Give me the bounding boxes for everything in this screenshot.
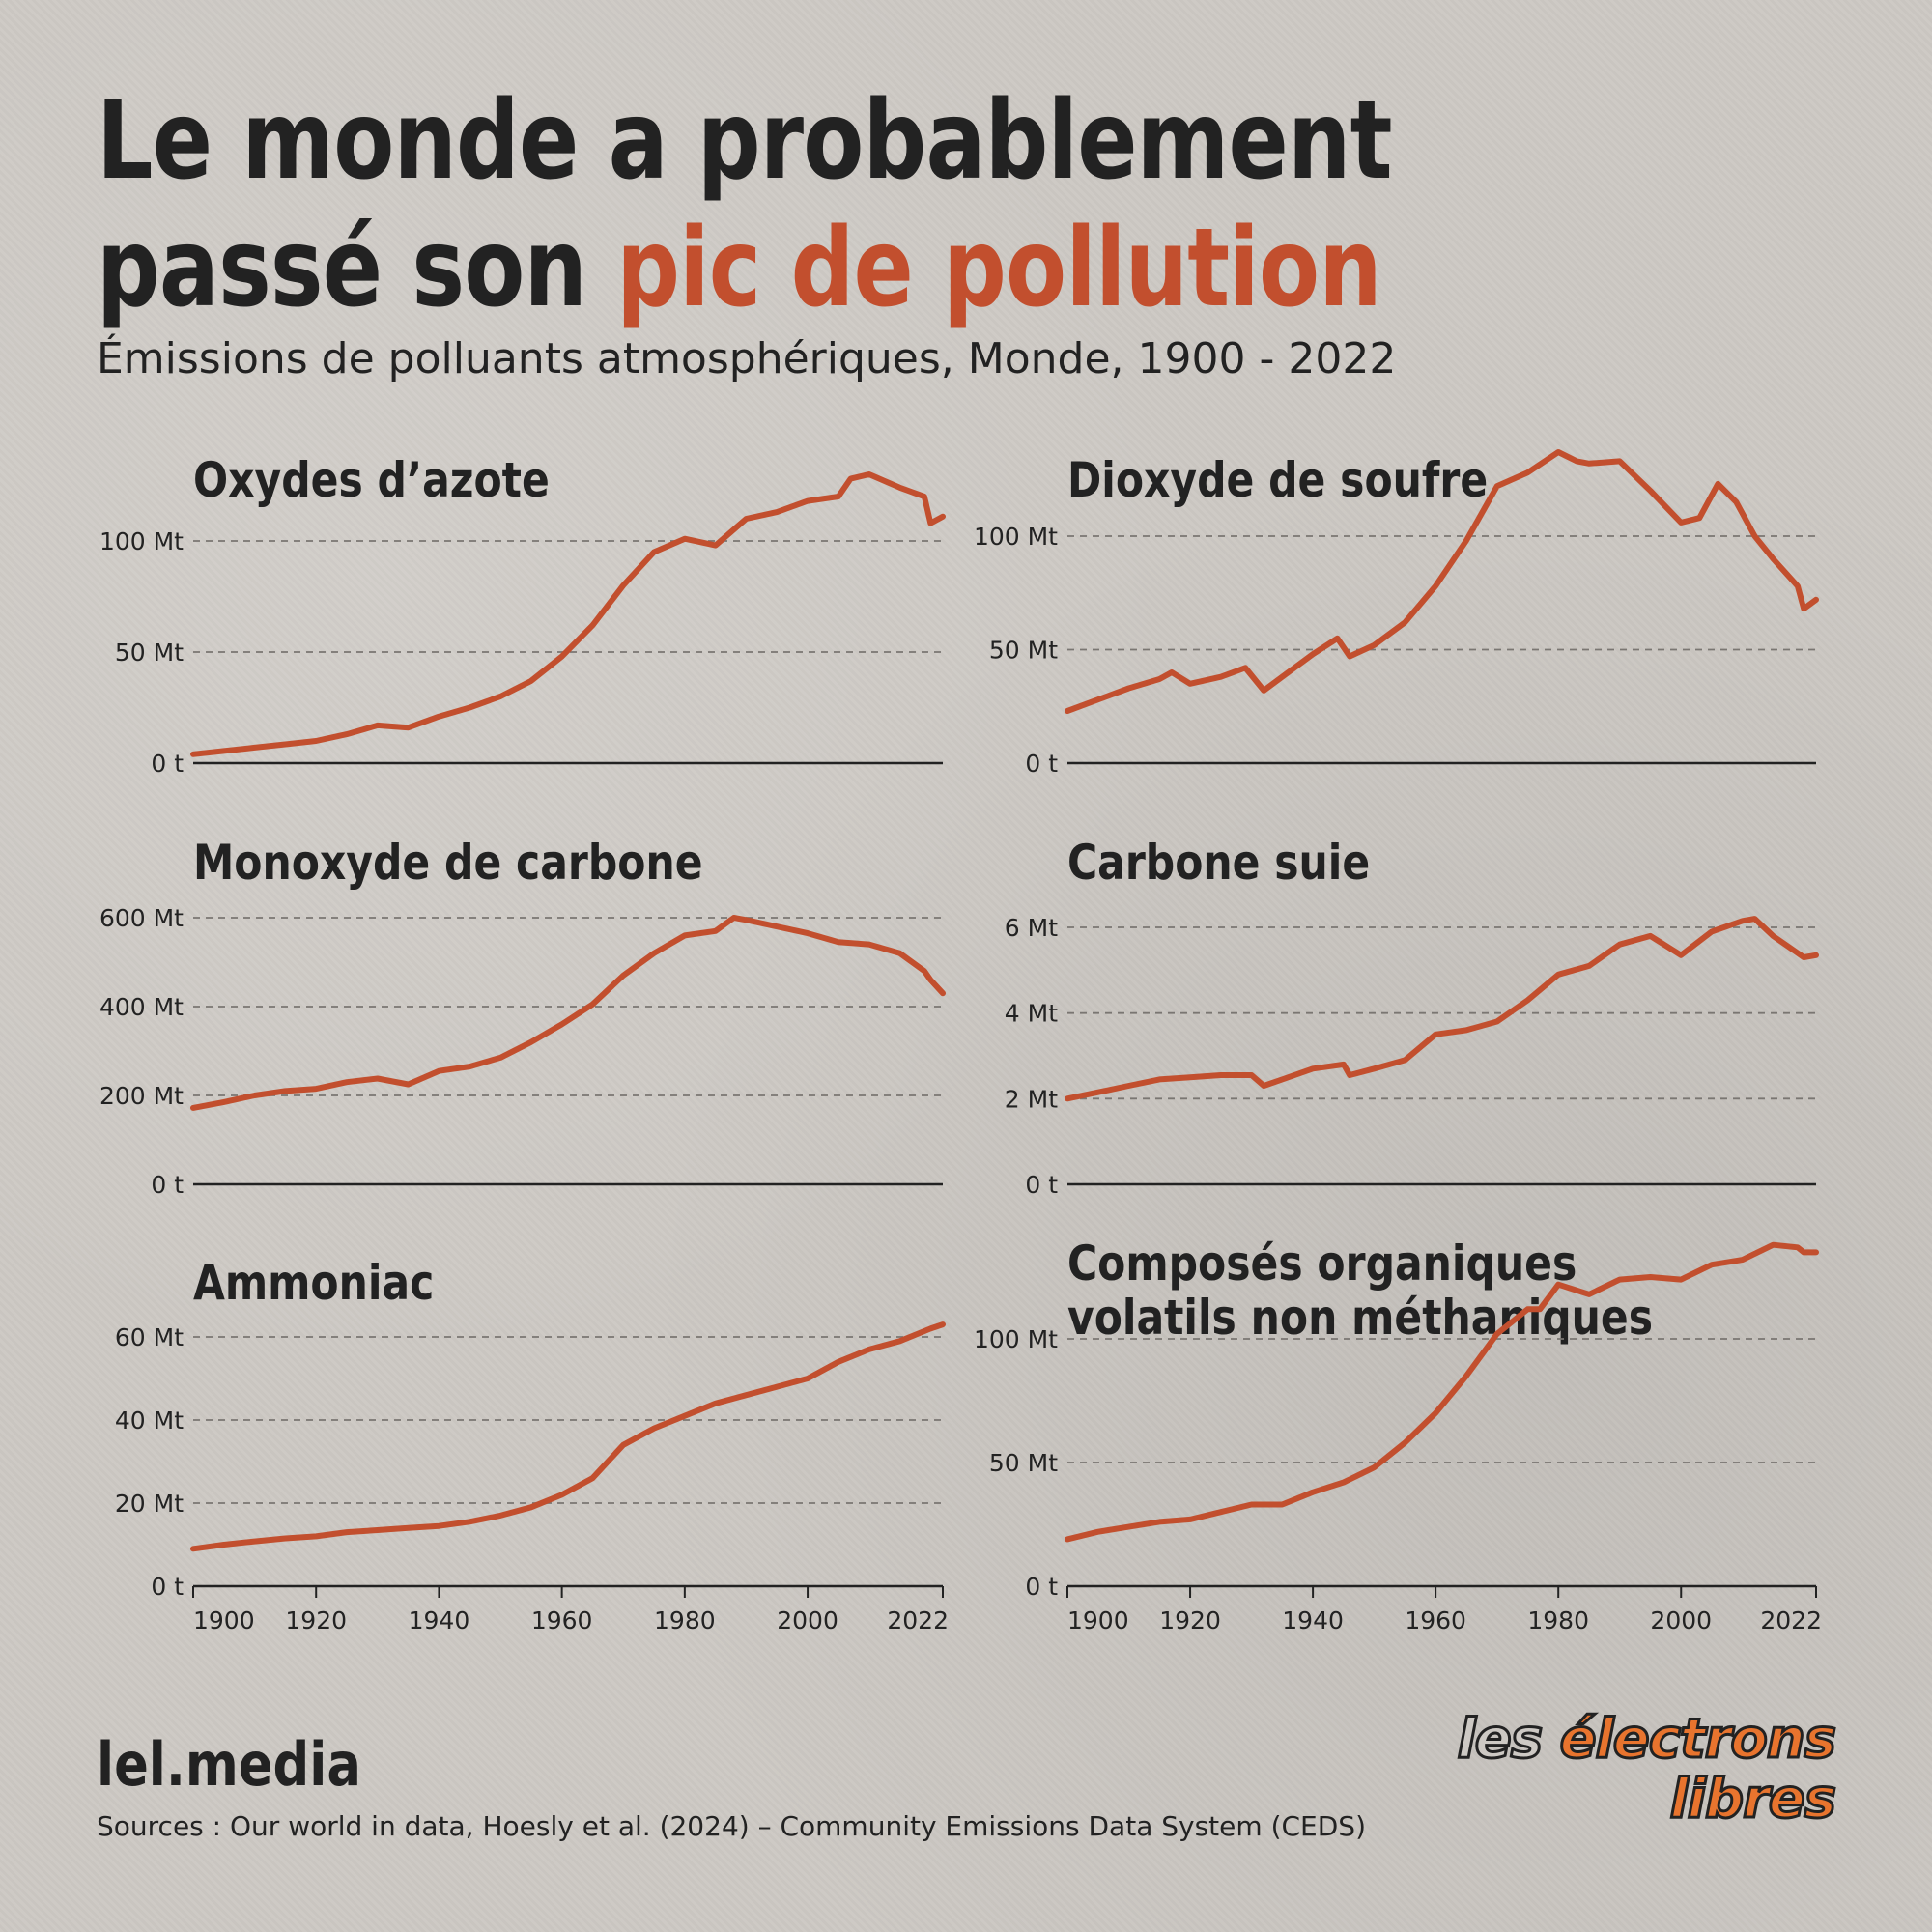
y-tick-label: 40 Mt	[115, 1406, 184, 1435]
series-line	[190, 915, 946, 1111]
series-line	[1065, 1241, 1819, 1543]
chart-title: volatils non méthaniques	[1067, 1290, 1653, 1346]
x-tick-label: 1980	[654, 1606, 716, 1634]
series-line	[1065, 449, 1819, 714]
x-tick-label: 2022	[887, 1606, 949, 1634]
y-tick-label: 0 t	[151, 750, 184, 778]
electrons-libres-logo: les électrons libres	[1456, 1708, 1837, 1831]
y-tick-label: 0 t	[1025, 1573, 1058, 1601]
title-highlight: pic de pollution	[616, 206, 1381, 331]
y-tick-label: 4 Mt	[1005, 1000, 1058, 1028]
x-tick-label: 1920	[1159, 1606, 1221, 1634]
y-tick-label: 60 Mt	[115, 1323, 184, 1351]
chart-title: Monoxyde de carbone	[193, 835, 703, 891]
series-line	[1065, 916, 1819, 1102]
x-tick-label: 2000	[777, 1606, 838, 1634]
y-tick-label: 0 t	[1025, 1171, 1058, 1199]
title-line-2-prefix: passé son	[97, 206, 617, 331]
x-tick-label: 2000	[1650, 1606, 1712, 1634]
chart-title: Dioxyde de soufre	[1067, 452, 1488, 508]
chart-title: Ammoniac	[193, 1255, 434, 1311]
y-tick-label: 100 Mt	[974, 1325, 1058, 1353]
x-tick-label: 1920	[285, 1606, 347, 1634]
logo-word-electrons: électrons	[1558, 1708, 1837, 1771]
x-tick-label: 1980	[1527, 1606, 1589, 1634]
chart-title: Oxydes d’azote	[193, 452, 550, 508]
chart-panel-4: Carbone suie 0 t 2 Mt 4 Mt 6 Mt	[1005, 835, 1819, 1199]
chart-title: Composés organiques	[1067, 1236, 1577, 1292]
y-tick-label: 100 Mt	[99, 527, 184, 555]
y-tick-label: 600 Mt	[99, 904, 184, 932]
page-title: Le monde a probablement passé son pic de…	[97, 77, 1392, 332]
x-tick-label: 2022	[1760, 1606, 1822, 1634]
y-tick-label: 50 Mt	[115, 639, 184, 667]
y-tick-label: 400 Mt	[99, 993, 184, 1021]
y-tick-label: 100 Mt	[974, 523, 1058, 551]
series-line	[190, 471, 946, 757]
x-tick-label: 1940	[409, 1606, 470, 1634]
brand-name: lel.media	[97, 1729, 361, 1800]
chart-title: Carbone suie	[1067, 835, 1370, 891]
x-tick-label: 1900	[1067, 1606, 1129, 1634]
logo-word-les: les électrons	[1456, 1708, 1837, 1771]
x-tick-label: 1940	[1282, 1606, 1344, 1634]
x-tick-label: 1960	[1405, 1606, 1466, 1634]
chart-panel-1: Oxydes d’azote 0 t 50 Mt 100 Mt	[99, 452, 946, 778]
chart-panel-5: Ammoniac 0 t 20 Mt 40 Mt 60 Mt 1900 1920 1940 19…	[115, 1255, 949, 1634]
y-tick-label: 0 t	[151, 1171, 184, 1199]
chart-panel-2: Dioxyde de soufre 0 t 50 Mt 100 Mt	[974, 449, 1819, 778]
page-subtitle: Émissions de polluants atmosphériques, M…	[97, 334, 1397, 384]
y-tick-label: 0 t	[1025, 750, 1058, 778]
logo-word-libres: libres	[1668, 1768, 1837, 1831]
sources-note: Sources : Our world in data, Hoesly et a…	[97, 1810, 1366, 1842]
x-tick-label: 1900	[193, 1606, 255, 1634]
title-line-1: Le monde a probablement	[97, 78, 1392, 204]
y-tick-label: 200 Mt	[99, 1082, 184, 1110]
y-tick-label: 50 Mt	[989, 1449, 1058, 1477]
y-tick-label: 0 t	[151, 1573, 184, 1601]
y-tick-label: 6 Mt	[1005, 914, 1058, 942]
series-line	[190, 1321, 946, 1552]
x-tick-label: 1960	[531, 1606, 593, 1634]
y-tick-label: 2 Mt	[1005, 1085, 1058, 1113]
y-tick-label: 50 Mt	[989, 637, 1058, 665]
y-tick-label: 20 Mt	[115, 1490, 184, 1518]
chart-panel-3: Monoxyde de carbone 0 t 200 Mt 400 Mt 600 Mt	[99, 835, 946, 1199]
